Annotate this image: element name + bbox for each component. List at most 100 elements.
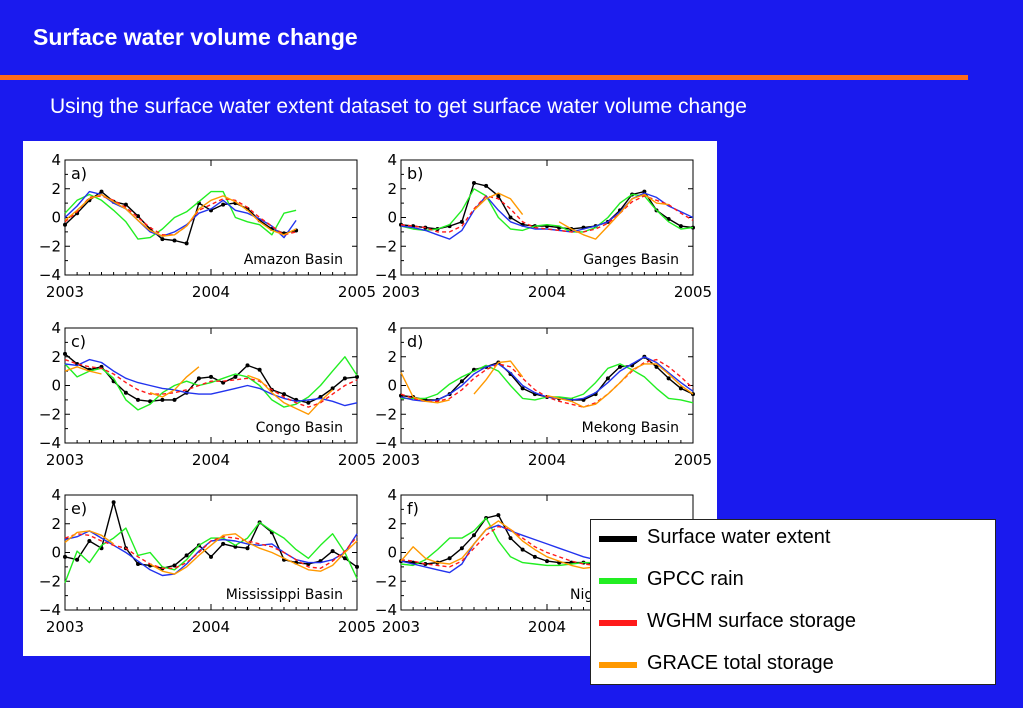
series-marker	[184, 553, 189, 558]
basin-label: Congo Basin	[256, 420, 343, 436]
legend-swatch	[599, 620, 637, 626]
series-marker	[666, 376, 671, 381]
y-tick-label: 2	[51, 515, 61, 533]
series-marker	[196, 376, 201, 381]
legend-label: WGHM surface storage	[647, 610, 856, 632]
y-tick-label: 2	[387, 348, 397, 366]
basin-label: Amazon Basin	[244, 252, 343, 268]
x-tick-label: 2003	[46, 451, 84, 469]
y-tick-label: 4	[387, 319, 397, 337]
series-marker	[233, 374, 238, 379]
series-marker	[618, 364, 622, 369]
x-tick-label: 2004	[192, 451, 230, 469]
series-line	[400, 358, 694, 408]
series-line	[400, 525, 596, 568]
y-tick-label: −2	[39, 572, 61, 590]
series-line	[149, 366, 200, 398]
series-line	[400, 517, 596, 567]
page-subtitle: Using the surface water extent dataset t…	[50, 95, 747, 118]
series-marker	[532, 554, 537, 559]
series-marker	[654, 364, 659, 369]
series-marker	[342, 376, 347, 381]
y-tick-label: 0	[51, 377, 61, 395]
y-tick-label: 2	[51, 180, 61, 198]
x-tick-label: 2003	[382, 618, 420, 636]
series-line	[64, 521, 358, 583]
panel-label: c)	[71, 332, 86, 351]
series-line	[247, 374, 334, 415]
series-marker	[99, 189, 104, 194]
series-marker	[63, 554, 67, 559]
series-marker	[136, 214, 140, 219]
series-line	[64, 195, 297, 236]
x-tick-label: 2005	[674, 451, 712, 469]
y-tick-label: 4	[51, 151, 61, 169]
panel-label: d)	[407, 332, 423, 351]
series-marker	[691, 225, 695, 230]
x-tick-label: 2003	[46, 283, 84, 301]
series-marker	[355, 564, 359, 569]
series-line	[400, 524, 596, 574]
series-marker	[520, 386, 525, 391]
y-tick-label: −2	[375, 405, 397, 423]
y-tick-label: −2	[375, 572, 397, 590]
series-line	[546, 363, 694, 408]
x-tick-label: 2003	[382, 283, 420, 301]
series-marker	[306, 400, 311, 405]
series-marker	[136, 397, 140, 402]
title-divider	[0, 75, 968, 80]
series-marker	[172, 397, 177, 402]
y-tick-label: −2	[375, 237, 397, 255]
series-marker	[545, 559, 549, 564]
legend-label: GPCC rain	[647, 568, 744, 590]
series-marker	[642, 189, 647, 194]
series-marker	[123, 202, 128, 207]
y-tick-label: 0	[387, 544, 397, 562]
series-marker	[172, 238, 177, 243]
series-marker	[245, 546, 250, 551]
x-tick-label: 2005	[674, 283, 712, 301]
series-marker	[160, 237, 165, 242]
panel-label: f)	[407, 499, 419, 518]
y-tick-label: −4	[39, 266, 61, 284]
y-tick-label: −4	[375, 434, 397, 452]
series-marker	[63, 351, 67, 356]
series-marker	[605, 376, 610, 381]
x-tick-label: 2004	[192, 283, 230, 301]
chart-panel: 420−2−4200320042005f)Niger	[375, 486, 712, 636]
series-line	[64, 533, 358, 569]
y-tick-label: −2	[39, 405, 61, 423]
series-line	[400, 195, 694, 233]
chart-figure: 4 2 0 −2 −4 2003 2004 2005 a) Amazon Basin 4 2 0 −2 −4…	[23, 141, 717, 656]
series-marker	[172, 563, 177, 568]
series-line	[64, 356, 358, 411]
y-tick-label: −4	[375, 601, 397, 619]
x-tick-label: 2003	[46, 618, 84, 636]
series-marker	[508, 215, 513, 220]
series-marker	[447, 556, 452, 561]
series-marker	[75, 557, 80, 562]
y-tick-label: −4	[39, 601, 61, 619]
page-title: Surface water volume change	[33, 24, 358, 50]
y-tick-label: 4	[51, 319, 61, 337]
series-marker	[520, 547, 525, 552]
y-tick-label: 2	[51, 348, 61, 366]
series-line	[558, 193, 669, 240]
series-marker	[472, 181, 476, 185]
series-marker	[484, 183, 489, 188]
series-marker	[111, 500, 116, 505]
series-marker	[184, 241, 189, 246]
series-marker	[496, 513, 501, 518]
y-tick-label: 4	[387, 486, 397, 504]
y-tick-label: −4	[375, 266, 397, 284]
panel-label: e)	[71, 499, 87, 518]
series-marker	[330, 386, 335, 391]
y-tick-label: 0	[387, 377, 397, 395]
y-tick-label: −2	[39, 237, 61, 255]
y-tick-label: −4	[39, 434, 61, 452]
series-line	[64, 193, 297, 237]
x-tick-label: 2003	[382, 451, 420, 469]
series-line	[400, 192, 694, 240]
